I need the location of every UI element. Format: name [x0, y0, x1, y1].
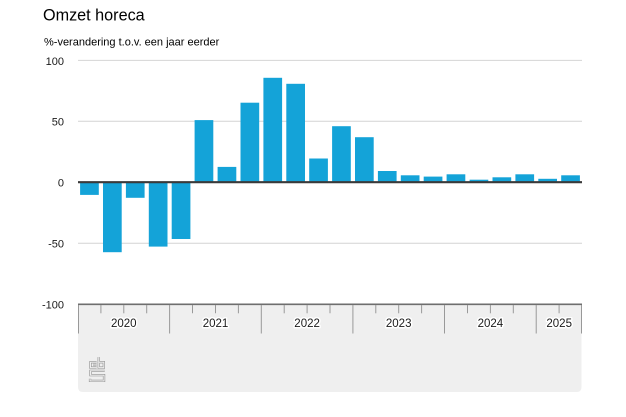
svg-text:2020: 2020 — [111, 318, 137, 330]
svg-text:0: 0 — [58, 178, 64, 190]
svg-text:2023: 2023 — [386, 318, 412, 330]
svg-text:2025: 2025 — [546, 318, 572, 330]
svg-text:2022: 2022 — [294, 318, 320, 330]
svg-text:50: 50 — [52, 117, 64, 129]
svg-text:100: 100 — [46, 56, 64, 68]
svg-text:Omzet horeca: Omzet horeca — [43, 7, 145, 25]
svg-text:-50: -50 — [48, 239, 64, 251]
svg-text:%-verandering t.o.v. een jaar: %-verandering t.o.v. een jaar eerder — [44, 36, 220, 48]
svg-text:2021: 2021 — [203, 318, 229, 330]
svg-text:2024: 2024 — [478, 318, 504, 330]
svg-text:-100: -100 — [42, 300, 64, 312]
